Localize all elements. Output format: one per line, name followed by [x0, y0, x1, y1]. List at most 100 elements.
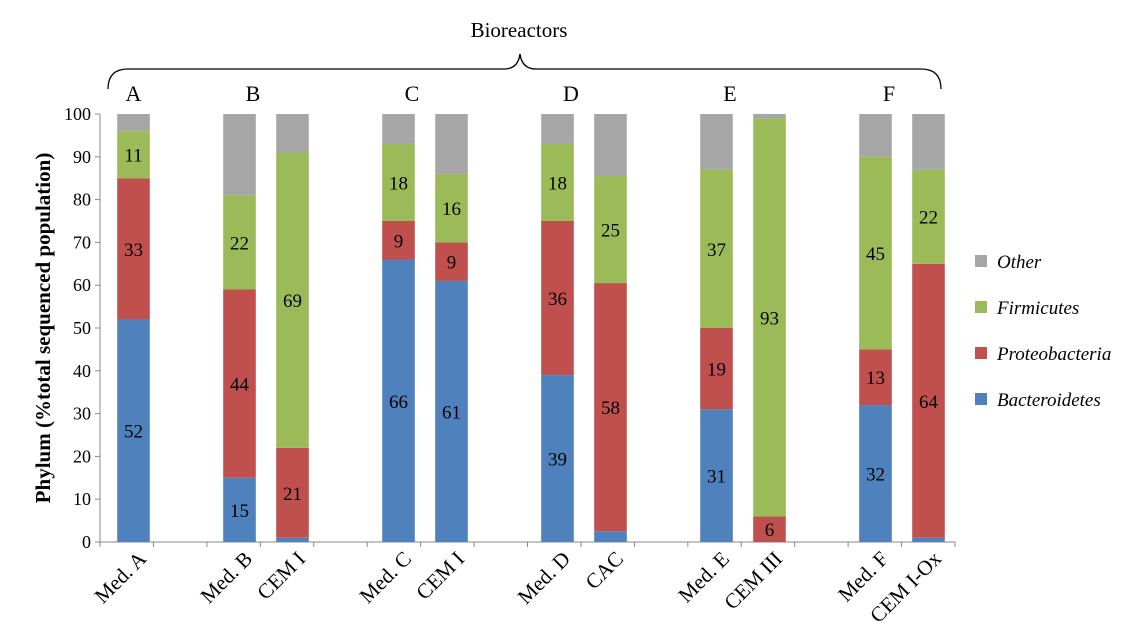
- y-tick-label: 90: [73, 147, 91, 167]
- bar-segment-other: [594, 114, 627, 177]
- data-label: 44: [230, 375, 250, 396]
- bar-segment-firmicutes: [117, 131, 150, 179]
- y-tick-label: 50: [73, 318, 91, 338]
- bar-segment-other: [859, 114, 892, 157]
- category-label: Med. C: [355, 547, 417, 609]
- data-label: 15: [230, 501, 249, 522]
- bar-segment-proteobacteria: [382, 221, 415, 260]
- bar-segment-other: [912, 114, 945, 170]
- bar-segment-proteobacteria: [859, 349, 892, 406]
- bar-segment-proteobacteria: [594, 283, 627, 532]
- data-label: 39: [548, 450, 567, 471]
- x-axis: [99, 541, 956, 547]
- data-label: 32: [866, 465, 885, 486]
- data-label: 61: [442, 402, 461, 423]
- group-letter: D: [563, 81, 579, 106]
- legend: Other Firmicutes Proteobacteria Bacteroidet…: [975, 252, 1111, 411]
- data-label: 22: [230, 233, 249, 254]
- bar-segment-other: [753, 114, 786, 119]
- data-label: 19: [707, 360, 726, 381]
- bar-segment-firmicutes: [912, 169, 945, 264]
- data-label: 69: [283, 291, 302, 312]
- bar-segment-proteobacteria: [117, 178, 150, 320]
- bar-segment-bacteroidetes: [223, 477, 256, 542]
- bar-segment-other: [541, 114, 574, 144]
- data-label: 6: [765, 520, 775, 541]
- bar-segment-other: [435, 114, 468, 174]
- bar-segment-other: [382, 114, 415, 144]
- group-letter: E: [723, 81, 736, 106]
- bar-segment-bacteroidetes: [859, 405, 892, 542]
- category-label: CEM III: [719, 547, 787, 615]
- bar-segment-other: [117, 114, 150, 132]
- bar-segment-other: [223, 114, 256, 196]
- category-label: Med. B: [196, 547, 258, 609]
- bars: [117, 114, 945, 542]
- bar-segment-bacteroidetes: [276, 537, 309, 542]
- bar-segment-proteobacteria: [276, 447, 309, 538]
- bar-segment-bacteroidetes: [117, 319, 150, 542]
- bar-segment-other: [700, 114, 733, 170]
- y-tick-label: 40: [73, 361, 91, 381]
- data-label: 37: [707, 240, 726, 261]
- legend-label: Proteobacteria: [996, 344, 1111, 365]
- data-label: 22: [919, 208, 938, 229]
- bioreactors-brace: [107, 53, 942, 90]
- data-labels: 52 15 66 61 39 31 32 33 44 21 9 9 36 58 19 6 13 64 11 22 69 1…: [124, 146, 939, 541]
- data-label: 18: [548, 173, 567, 194]
- bar-segment-firmicutes: [859, 156, 892, 350]
- y-axis: 0 10 20 30 40 50 60 70 80 90 100: [64, 104, 101, 552]
- bar-segment-bacteroidetes: [594, 531, 627, 542]
- legend-swatch: [975, 255, 987, 267]
- category-label: Med. D: [513, 547, 575, 609]
- data-label: 31: [707, 467, 726, 488]
- bar-segment-firmicutes: [594, 176, 627, 284]
- bar-segment-firmicutes: [223, 195, 256, 290]
- bioreactors-label: Bioreactors: [471, 18, 568, 42]
- category-label: CEM I: [252, 547, 310, 605]
- bar-segment-bacteroidetes: [435, 280, 468, 542]
- legend-swatch: [975, 301, 987, 313]
- data-label: 16: [442, 199, 461, 220]
- data-label: 36: [548, 289, 567, 310]
- bar-segment-firmicutes: [541, 143, 574, 221]
- bar-segment-proteobacteria: [912, 263, 945, 538]
- category-label: CAC: [581, 547, 629, 595]
- legend-label: Firmicutes: [996, 298, 1079, 319]
- bar-segment-proteobacteria: [223, 289, 256, 478]
- group-letter: F: [883, 81, 895, 106]
- group-letters: A B C D E F: [126, 81, 896, 106]
- legend-swatch: [975, 393, 987, 405]
- bar-segment-proteobacteria: [541, 221, 574, 376]
- bar-segment-firmicutes: [435, 173, 468, 243]
- y-tick-label: 60: [73, 275, 91, 295]
- legend-label: Other: [997, 252, 1042, 273]
- data-label: 25: [601, 221, 620, 242]
- data-label: 64: [919, 392, 939, 413]
- data-label: 18: [389, 173, 408, 194]
- data-label: 33: [124, 240, 143, 261]
- y-tick-label: 20: [73, 446, 91, 466]
- data-label: 93: [760, 308, 779, 329]
- bar-segment-other: [276, 114, 309, 153]
- bar-segment-bacteroidetes: [382, 259, 415, 542]
- bar-segment-firmicutes: [753, 118, 786, 517]
- category-label: CEM I: [411, 547, 469, 605]
- category-label: Med. A: [90, 546, 152, 608]
- bar-segment-bacteroidetes: [912, 537, 945, 542]
- group-letter: B: [246, 81, 261, 106]
- bar-segment-firmicutes: [276, 152, 309, 448]
- bar-segment-proteobacteria: [753, 516, 786, 542]
- y-axis-label: Phylum (%total sequenced population): [31, 153, 55, 504]
- y-tick-label: 10: [73, 489, 91, 509]
- legend-label: Bacteroidetes: [997, 390, 1101, 411]
- data-label: 9: [394, 231, 404, 252]
- group-letter: A: [126, 81, 142, 106]
- y-tick-label: 80: [73, 190, 91, 210]
- data-label: 58: [601, 398, 620, 419]
- bar-segment-bacteroidetes: [541, 375, 574, 542]
- bar-segment-firmicutes: [382, 143, 415, 221]
- group-letter: C: [405, 81, 420, 106]
